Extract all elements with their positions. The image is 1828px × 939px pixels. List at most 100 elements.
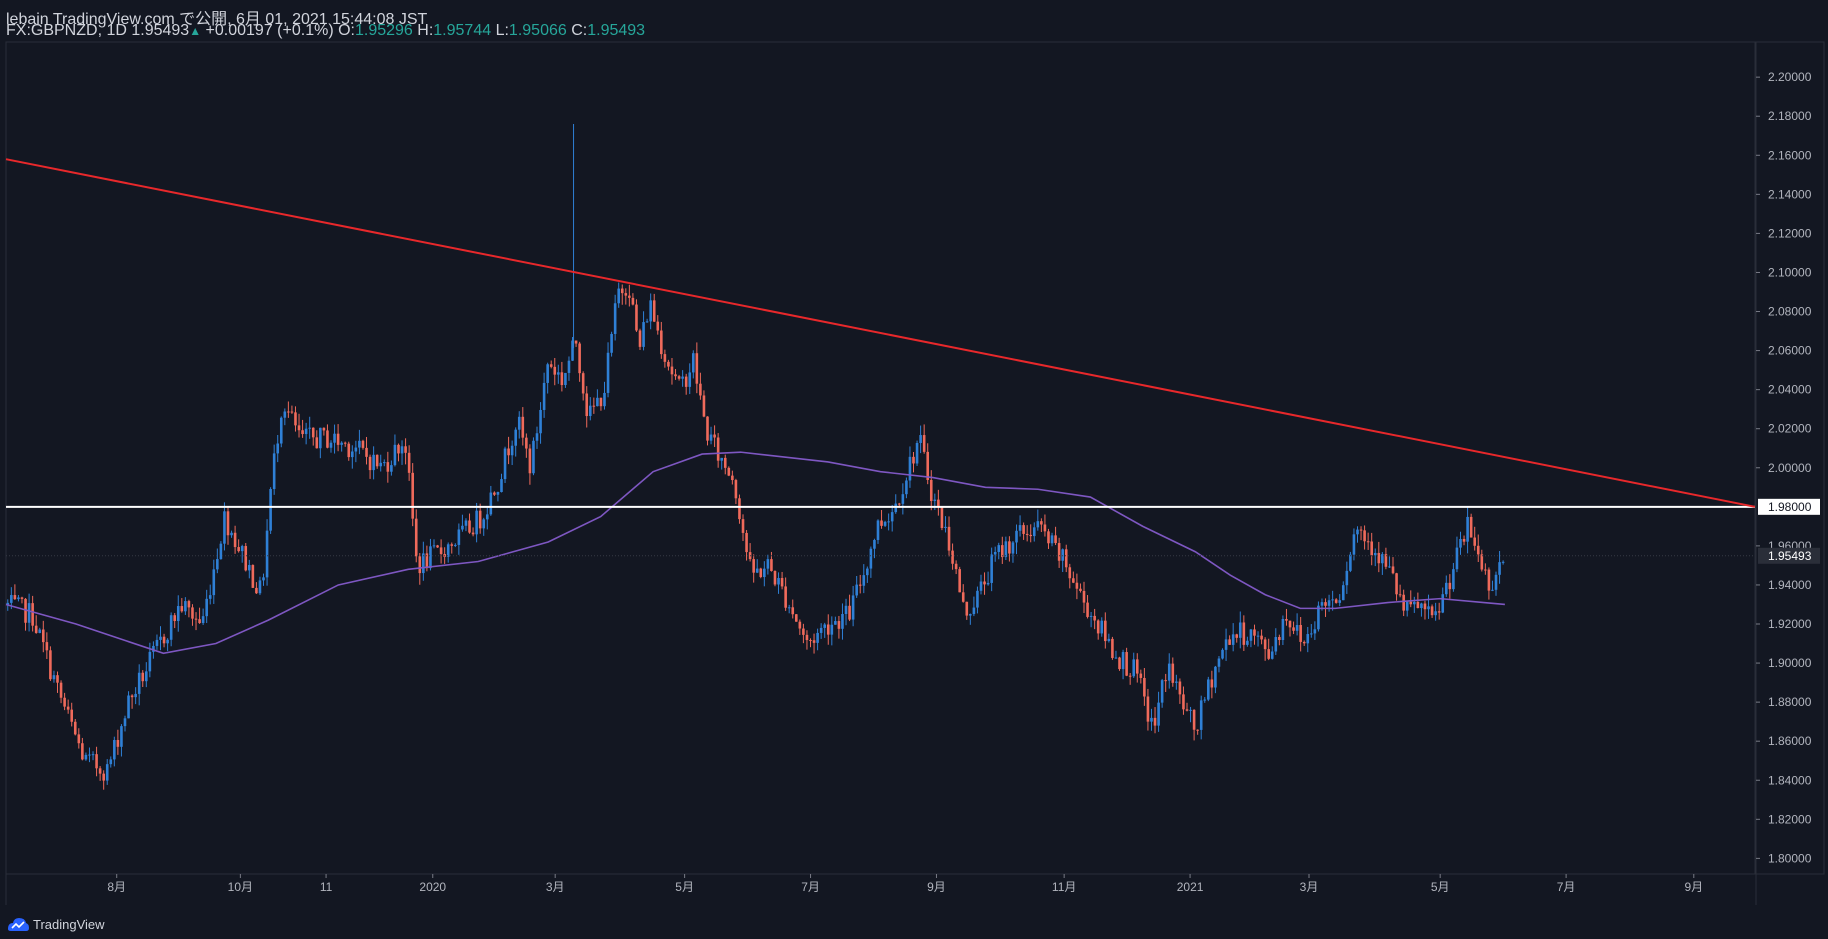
candle-body [1207,679,1210,700]
candle-body [13,595,17,600]
tradingview-logo-icon[interactable] [6,915,30,933]
candle-body [961,592,965,602]
candle-body [940,507,944,529]
candle-body [873,539,876,549]
candle-body [1086,602,1089,617]
candle-body [1196,729,1199,731]
moving-average-line[interactable] [5,451,1505,655]
candle-body [134,693,137,698]
candle-body [1274,637,1278,652]
candle-body [319,427,322,449]
plot-area[interactable] [5,41,1756,875]
candle-body [31,603,34,626]
price-tick-label: 1.82000 [1768,812,1812,826]
candle-body [532,440,535,474]
candle-body [1288,620,1292,628]
candle-body [1128,675,1132,677]
candle-body [894,503,898,513]
candle-body [745,532,748,553]
footer: TradingView [0,908,1828,939]
candle-body [198,619,201,624]
candle-body [27,603,31,623]
time-axis-background[interactable] [5,873,1757,905]
candle-body [755,568,759,573]
candle-body [205,598,208,617]
candle-body [354,447,358,452]
candle-body [10,595,13,603]
time-tick-label: 5月 [1431,880,1450,894]
candle-body [1501,561,1505,563]
candle-body [358,440,361,448]
price-tick-label: 1.88000 [1768,695,1812,709]
candle-body [507,448,510,456]
candle-body [141,672,145,682]
candle-body [1437,611,1441,613]
candle-body [503,448,507,480]
candle-body [425,553,429,569]
candle-body [990,554,993,583]
candle-body [834,621,837,625]
candle-body [947,526,951,551]
candle-body [1015,530,1018,543]
plot-background[interactable] [5,41,1756,875]
price-tick-label: 2.14000 [1768,187,1812,201]
candle-body [1295,625,1299,631]
candle-body [105,764,109,781]
candle-body [457,529,461,545]
candle-body [713,434,716,438]
candle-body [1192,709,1196,730]
candle-body [1111,638,1114,658]
candle-body [667,361,670,367]
candle-body [407,452,411,473]
candle-body [1150,717,1153,722]
footer-brand[interactable]: TradingView [33,917,105,932]
open-value: 1.95296 [354,22,413,39]
candle-body [851,595,855,620]
candle-body [1270,651,1274,659]
time-axis[interactable]: 8月 10月 11 2020 3月 5月 7月 9月 11月 2021 3月 5月 7月 9月 [5,873,1757,905]
candle-body [1054,535,1057,544]
price-chart[interactable]: 2.20000 2.18000 2.16000 2.14000 2.12000 2.100… [0,0,1828,905]
candle-body [109,759,113,765]
candle-body [983,581,986,585]
last-price-badge[interactable] [1758,547,1820,564]
candle-body [219,543,223,560]
candle-body [787,607,791,609]
candle-body [986,582,990,585]
candle-body [560,372,564,386]
candle-body [397,444,400,454]
candle-body [1327,600,1331,606]
candle-body [155,639,159,646]
candle-body [624,293,628,296]
candle-body [826,624,830,635]
low-label: L: [495,22,509,39]
price-axis-background[interactable] [1755,41,1825,875]
candle-body [176,606,180,622]
candle-body [510,445,514,456]
candle-body [691,353,695,373]
price-tick-label: 2.08000 [1768,305,1812,319]
candle-body [1494,574,1498,590]
price-axis[interactable]: 2.20000 2.18000 2.16000 2.14000 2.12000 2.100… [1755,41,1825,875]
candle-body [1167,663,1171,681]
candle-body [809,640,812,642]
price-change: +0.00197 (+0.1%) [205,22,334,39]
candle-body [546,364,549,383]
candle-body [684,376,688,387]
candle-body [258,580,262,594]
candle-body [283,411,287,418]
price-tick-label: 1.80000 [1768,851,1812,865]
candle-body [347,443,351,458]
symbol-name[interactable]: FX:GBPNZD, 1D [6,22,127,39]
candle-body [1448,582,1452,590]
candle-body [49,650,52,680]
time-tick-label: 2020 [419,880,446,894]
price-tick-label: 1.92000 [1768,617,1812,631]
candle-body [496,492,500,495]
trendline[interactable] [5,158,1756,508]
candle-body [617,288,620,304]
candle-body [390,465,393,472]
candle-body [223,511,226,544]
candle-body [240,546,244,552]
level-price-badge[interactable] [1758,498,1820,515]
